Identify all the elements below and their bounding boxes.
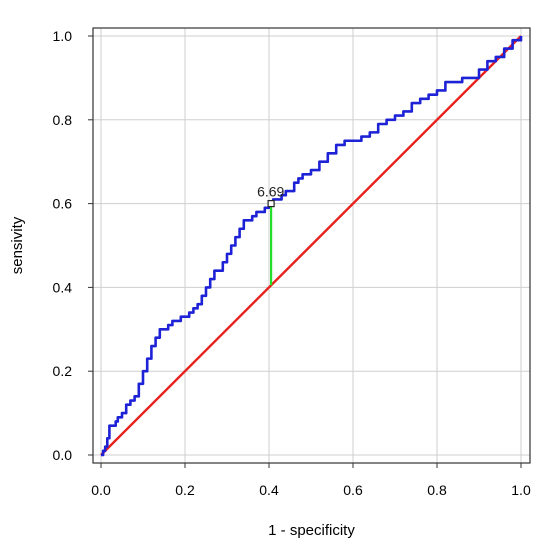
cutoff-label: 6.69 bbox=[257, 184, 284, 200]
y-tick-label: 0.2 bbox=[53, 363, 73, 379]
y-tick-label: 0.4 bbox=[53, 279, 73, 295]
y-tick-label: 1.0 bbox=[53, 28, 73, 44]
plot-frame bbox=[92, 27, 531, 464]
x-tick-label: 0.6 bbox=[343, 482, 363, 498]
y-tick-label: 0.8 bbox=[53, 112, 73, 128]
y-tick-label: 0.0 bbox=[53, 447, 73, 463]
series-group bbox=[100, 35, 523, 457]
x-axis-ticks: 0.0 0.2 0.4 0.6 0.8 1.0 bbox=[91, 463, 531, 498]
x-tick-label: 0.0 bbox=[91, 482, 111, 498]
x-tick-label: 0.8 bbox=[427, 482, 447, 498]
cutoff-annotation: 6.69 bbox=[257, 184, 285, 286]
x-tick-label: 0.4 bbox=[259, 482, 279, 498]
y-tick-label: 0.6 bbox=[53, 196, 73, 212]
roc-curve-line bbox=[101, 36, 523, 457]
reference-diagonal-line bbox=[100, 35, 522, 456]
y-axis-label: sensivity bbox=[9, 216, 26, 274]
grid-lines bbox=[93, 28, 530, 463]
y-axis-ticks: 0.0 0.2 0.4 0.6 0.8 1.0 bbox=[53, 28, 93, 463]
x-tick-label: 0.2 bbox=[175, 482, 195, 498]
x-tick-label: 1.0 bbox=[511, 482, 531, 498]
cutoff-marker bbox=[267, 200, 275, 208]
x-axis-label: 1 - specificity bbox=[268, 522, 355, 539]
